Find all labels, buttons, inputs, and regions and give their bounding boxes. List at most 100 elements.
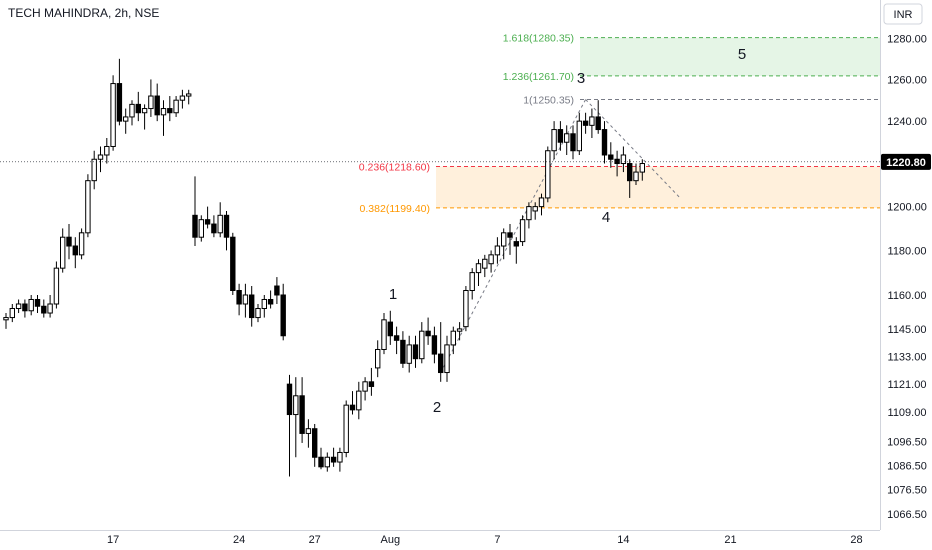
price-tick-label: 1160.00 — [888, 290, 927, 302]
candle — [400, 331, 406, 368]
candle-body — [570, 133, 576, 152]
candle — [91, 150, 97, 190]
candle-body — [488, 254, 494, 265]
candle — [104, 138, 110, 164]
svg-text:1220.80: 1220.80 — [886, 157, 926, 169]
fib-level-label: 1(1250.35) — [523, 94, 574, 106]
price-tick-label: 1121.00 — [888, 379, 927, 391]
fib-level-label: 0.236(1218.60) — [359, 162, 430, 174]
time-axis[interactable] — [0, 530, 880, 550]
candle — [349, 391, 356, 415]
candle-body — [507, 232, 513, 238]
candle-body — [53, 267, 60, 305]
time-axis-ticks: 17 24 27 Aug 7 14 21 28 — [107, 534, 863, 546]
candle-body — [356, 390, 362, 411]
candle-body — [217, 214, 223, 234]
candle — [148, 79, 154, 117]
candle-body — [167, 108, 173, 114]
price-axis[interactable] — [880, 0, 932, 550]
candle — [236, 283, 242, 316]
candle-body — [249, 294, 255, 319]
candle-body — [324, 456, 331, 468]
candle — [192, 176, 198, 247]
time-tick-label: 7 — [494, 534, 500, 546]
candle — [28, 294, 34, 316]
candle-body — [173, 99, 179, 114]
candle-body — [494, 245, 501, 256]
candle-body — [198, 219, 205, 238]
candle — [608, 142, 614, 168]
candle-body — [633, 171, 639, 182]
candle — [41, 299, 47, 318]
wave-labels: 1 2 3 4 5 — [389, 46, 746, 416]
candle-body — [97, 154, 104, 160]
candle — [305, 419, 312, 448]
candle-body — [425, 330, 431, 337]
currency-button[interactable]: INR — [883, 3, 923, 25]
candle — [564, 125, 570, 155]
candle — [507, 224, 513, 255]
target-zone — [580, 37, 880, 76]
candle — [526, 202, 532, 229]
retracement-zone — [436, 166, 880, 208]
candle-body — [15, 303, 22, 310]
candle-body — [9, 308, 16, 319]
candle-body — [387, 321, 394, 337]
candle-body — [349, 404, 356, 411]
candle — [34, 294, 41, 314]
candle-body — [236, 289, 242, 305]
candle-body — [519, 219, 526, 243]
candle-body — [475, 263, 482, 274]
wave-3-4-line — [585, 99, 681, 199]
candle-body — [22, 303, 28, 312]
price-tick-label: 1133.00 — [888, 351, 927, 363]
candle — [381, 313, 387, 355]
candle-body — [337, 451, 343, 463]
candle-body — [318, 456, 324, 468]
candle — [576, 112, 582, 155]
fibonacci-zones — [436, 37, 880, 208]
candle-body — [450, 330, 457, 346]
candle-body — [330, 456, 337, 463]
candle-body — [639, 163, 645, 173]
candle-body — [293, 395, 299, 416]
candle — [72, 237, 78, 269]
candle-body — [286, 383, 293, 416]
candle-body — [601, 129, 608, 156]
candle — [217, 202, 223, 238]
candle-body — [362, 381, 368, 392]
time-tick-label: 28 — [850, 534, 862, 546]
candle — [393, 326, 400, 355]
candle-body — [564, 133, 570, 143]
candle — [312, 423, 318, 467]
fib-level-label: 0.382(1199.40) — [360, 203, 430, 215]
candle-body — [431, 335, 438, 355]
candle-body — [3, 317, 9, 321]
price-tick-label: 1109.00 — [888, 407, 927, 419]
candle — [375, 340, 381, 378]
candle — [627, 159, 633, 198]
candle-body — [223, 214, 230, 238]
candle — [255, 303, 261, 323]
candle-body — [545, 150, 551, 199]
price-axis-ticks: 1280.00 1260.00 1240.00 1200.00 1180.00 1160.… — [887, 33, 927, 521]
candle-body — [211, 223, 217, 234]
candle — [154, 83, 160, 122]
candle — [444, 335, 450, 382]
wave-label-2: 2 — [433, 399, 441, 416]
candle-body — [135, 103, 142, 114]
fibonacci-levels — [436, 37, 880, 209]
candle — [620, 146, 627, 173]
candle-body — [444, 344, 450, 374]
candle — [160, 100, 167, 136]
candle-body — [192, 214, 198, 238]
candle-body — [538, 197, 545, 208]
candle — [570, 125, 576, 160]
candle — [280, 283, 286, 341]
candle — [589, 108, 595, 139]
plot-area[interactable] — [0, 0, 880, 530]
candle-body — [104, 145, 110, 156]
candle — [141, 104, 148, 130]
candle — [15, 299, 22, 314]
